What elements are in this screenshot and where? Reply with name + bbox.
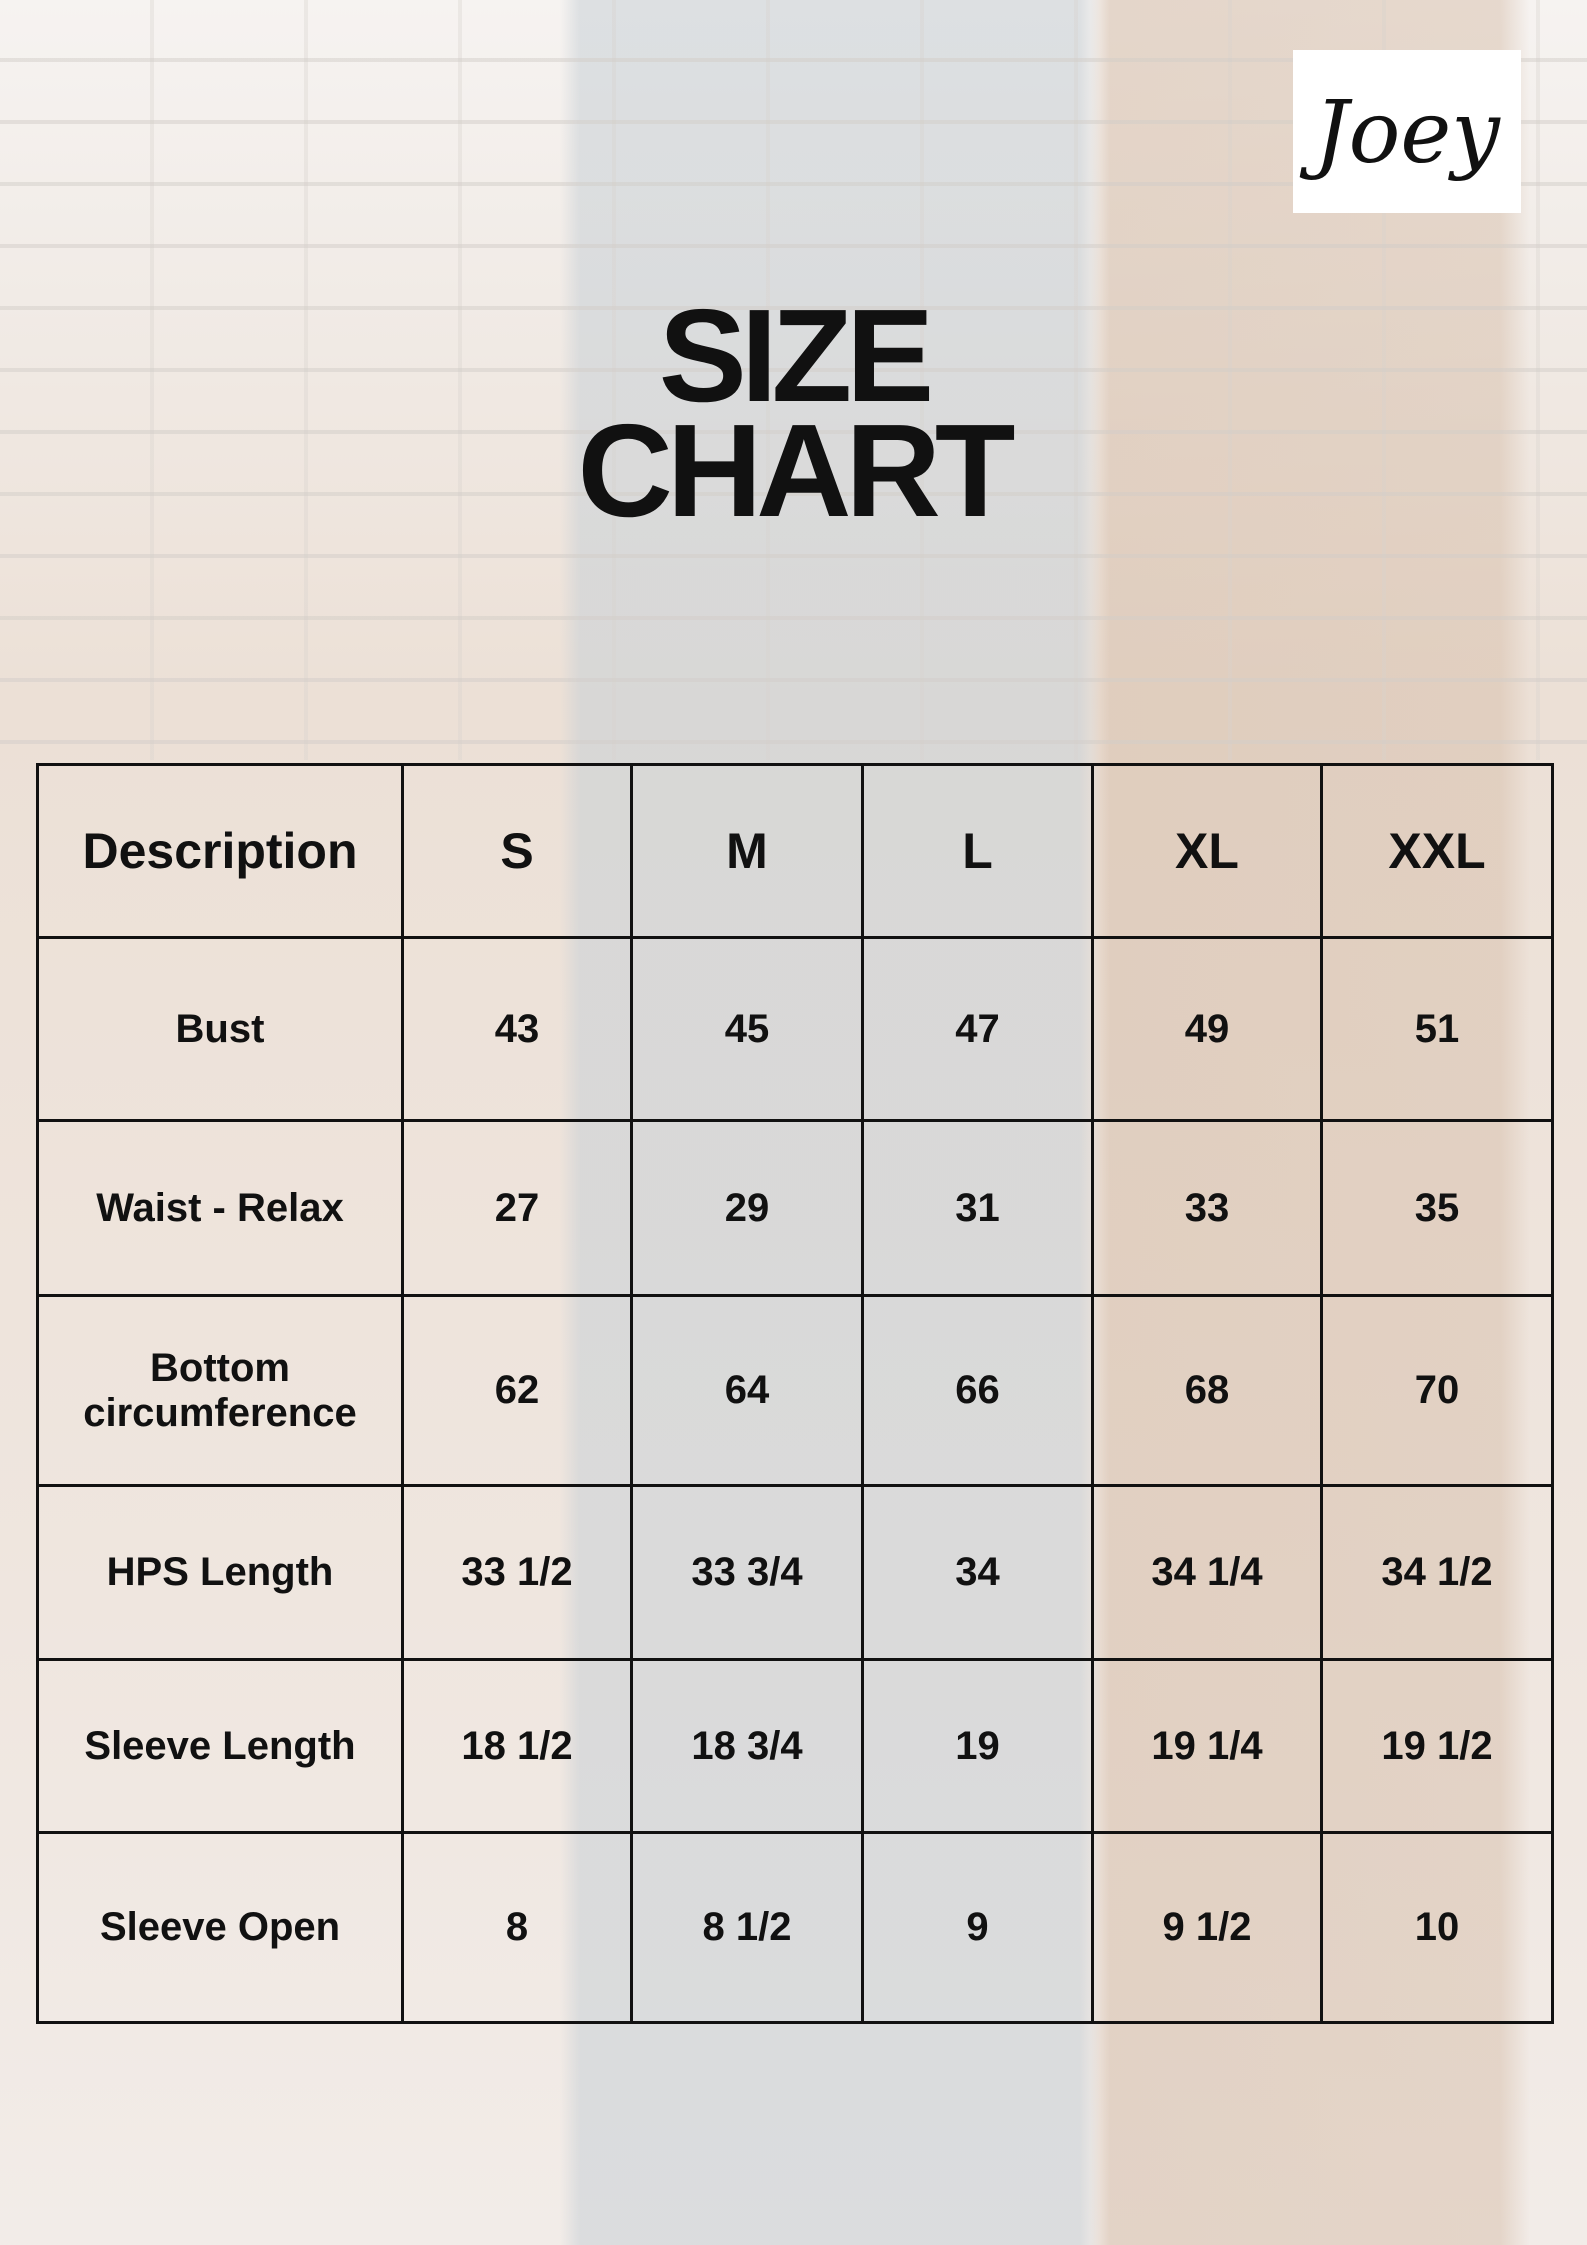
row-label: Waist - Relax — [36, 1119, 404, 1297]
measurement-cell: 18 1/2 — [401, 1658, 633, 1834]
measurement-cell: 8 1/2 — [630, 1831, 864, 2024]
header-size: S — [401, 763, 633, 939]
logo-text: Joey — [1299, 83, 1501, 183]
measurement-cell: 34 — [861, 1484, 1094, 1661]
measurement-cell: 34 1/2 — [1320, 1484, 1554, 1661]
measurement-cell: 68 — [1091, 1294, 1323, 1487]
row-label: Sleeve Open — [36, 1831, 404, 2024]
measurement-cell: 19 1/4 — [1091, 1658, 1323, 1834]
header-description: Description — [36, 763, 404, 939]
page-title-line2: CHART — [577, 397, 1016, 544]
measurement-cell: 29 — [630, 1119, 864, 1297]
measurement-cell: 31 — [861, 1119, 1094, 1297]
measurement-cell: 70 — [1320, 1294, 1554, 1487]
measurement-cell: 9 1/2 — [1091, 1831, 1323, 2024]
row-label: Sleeve Length — [36, 1658, 404, 1834]
header-size: L — [861, 763, 1094, 939]
table-row: Bottom circumference 62 64 66 68 70 — [36, 1294, 1554, 1487]
row-label: Bottom circumference — [36, 1294, 404, 1487]
measurement-cell: 10 — [1320, 1831, 1554, 2024]
measurement-cell: 35 — [1320, 1119, 1554, 1297]
measurement-cell: 33 3/4 — [630, 1484, 864, 1661]
measurement-cell: 8 — [401, 1831, 633, 2024]
measurement-cell: 43 — [401, 936, 633, 1122]
measurement-cell: 33 — [1091, 1119, 1323, 1297]
table-row: Sleeve Length 18 1/2 18 3/4 19 19 1/4 19 1/2 — [36, 1658, 1554, 1834]
brand-logo: Joey — [1293, 50, 1521, 213]
measurement-cell: 47 — [861, 936, 1094, 1122]
measurement-cell: 45 — [630, 936, 864, 1122]
measurement-cell: 49 — [1091, 936, 1323, 1122]
measurement-cell: 62 — [401, 1294, 633, 1487]
measurement-cell: 33 1/2 — [401, 1484, 633, 1661]
table-row: HPS Length 33 1/2 33 3/4 34 34 1/4 34 1/2 — [36, 1484, 1554, 1661]
measurement-cell: 27 — [401, 1119, 633, 1297]
header-row: Description S M L XL XXL — [36, 763, 1554, 939]
size-chart-table: Description S M L XL XXL Bust 43 45 47 49 51 W… — [36, 763, 1554, 2024]
page-title-line1: SIZE — [658, 282, 934, 429]
measurement-cell: 51 — [1320, 936, 1554, 1122]
header-size: XXL — [1320, 763, 1554, 939]
row-label: HPS Length — [36, 1484, 404, 1661]
measurement-cell: 66 — [861, 1294, 1094, 1487]
row-label: Bust — [36, 936, 404, 1122]
measurement-cell: 34 1/4 — [1091, 1484, 1323, 1661]
header-size: M — [630, 763, 864, 939]
measurement-cell: 19 — [861, 1658, 1094, 1834]
measurement-cell: 64 — [630, 1294, 864, 1487]
measurement-cell: 9 — [861, 1831, 1094, 2024]
table-row: Sleeve Open 8 8 1/2 9 9 1/2 10 — [36, 1831, 1554, 2024]
measurement-cell: 19 1/2 — [1320, 1658, 1554, 1834]
measurement-cell: 18 3/4 — [630, 1658, 864, 1834]
table-row: Waist - Relax 27 29 31 33 35 — [36, 1119, 1554, 1297]
table-row: Bust 43 45 47 49 51 — [36, 936, 1554, 1122]
header-size: XL — [1091, 763, 1323, 939]
